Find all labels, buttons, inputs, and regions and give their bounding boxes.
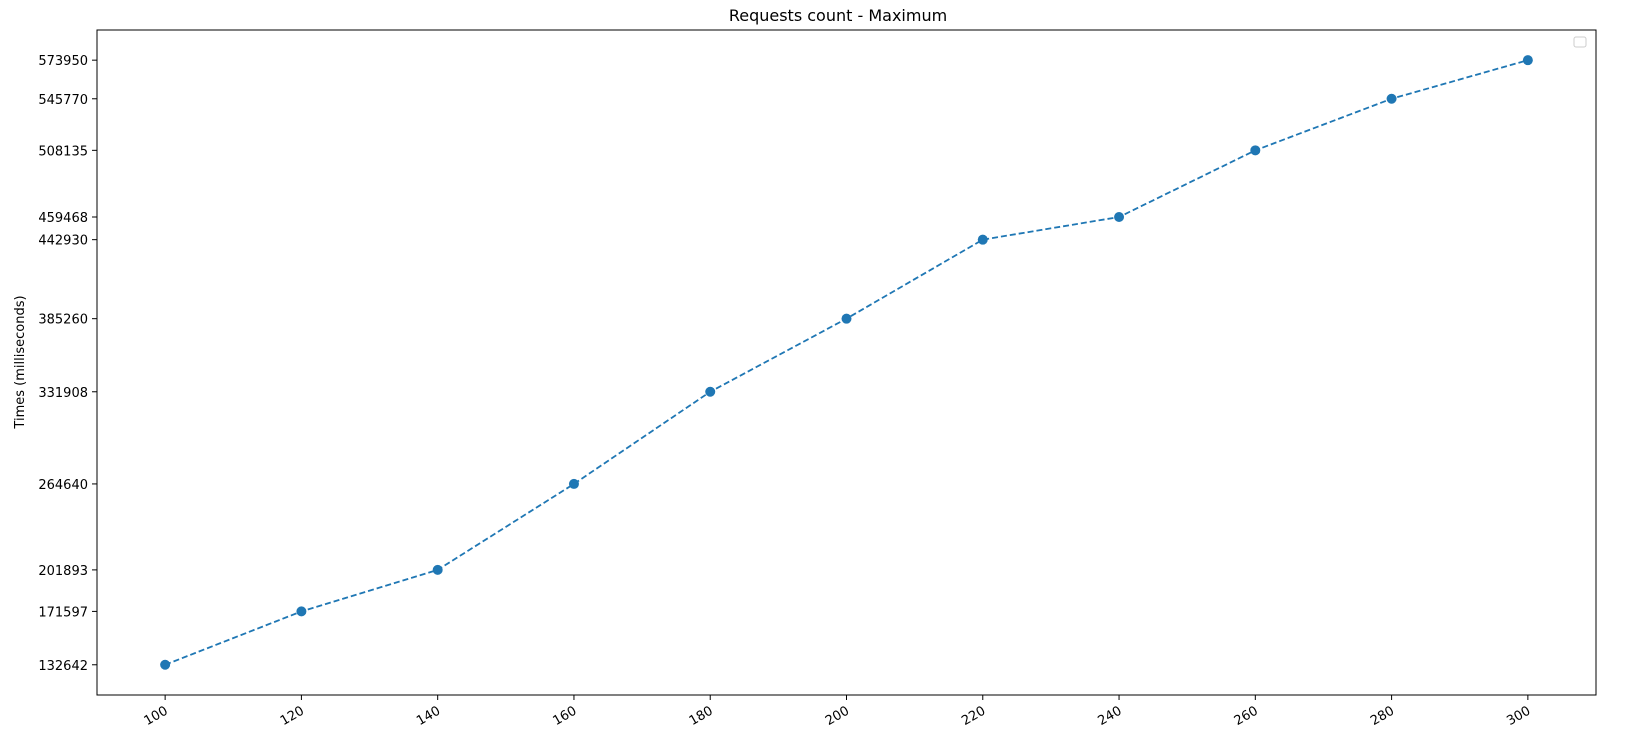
y-tick-label: 545770 [38, 93, 88, 108]
x-tick-label: 100 [142, 704, 171, 729]
y-tick-label: 573950 [38, 54, 88, 69]
data-point [705, 386, 716, 397]
y-tick-label: 459468 [38, 211, 88, 226]
y-tick-label: 201893 [38, 564, 88, 579]
y-tick-label: 132642 [38, 659, 88, 674]
x-tick-label: 200 [823, 704, 852, 729]
data-point [160, 659, 171, 670]
data-point [1250, 145, 1261, 156]
x-tick-label: 220 [959, 704, 988, 729]
plot-area-frame [96, 29, 1597, 696]
x-tick-label: 120 [278, 704, 307, 729]
x-tick-label: 260 [1232, 704, 1261, 729]
legend-box [1573, 36, 1587, 48]
y-tick-label: 508135 [38, 144, 88, 159]
x-tick-label: 300 [1504, 704, 1533, 729]
series-layer [160, 55, 1533, 670]
x-axis-ticks: 100 120 140 160 180 200 220 240 260 280 300 [142, 695, 1533, 729]
data-point [296, 606, 307, 617]
data-point [1114, 212, 1125, 223]
y-axis-label: Times (milliseconds) [13, 295, 28, 429]
y-tick-label: 385260 [38, 313, 88, 328]
chart-title: Requests count - Maximum [729, 6, 947, 25]
x-tick-label: 180 [687, 704, 716, 729]
data-point [977, 234, 988, 245]
series-line [164, 59, 1529, 666]
data-point [432, 564, 443, 575]
x-tick-label: 240 [1096, 704, 1125, 729]
y-tick-label: 331908 [38, 386, 88, 401]
x-tick-label: 140 [414, 704, 443, 729]
data-point [568, 478, 579, 489]
y-axis-ticks: 132642 171597 201893 264640 331908 385260 4429… [38, 54, 97, 674]
data-point [1522, 55, 1533, 66]
x-tick-label: 280 [1368, 704, 1397, 729]
y-tick-label: 442930 [38, 234, 88, 249]
y-tick-label: 171597 [38, 605, 88, 620]
x-tick-label: 160 [550, 704, 579, 729]
data-point [1386, 93, 1397, 104]
y-tick-label: 264640 [38, 478, 88, 493]
data-point [841, 313, 852, 324]
